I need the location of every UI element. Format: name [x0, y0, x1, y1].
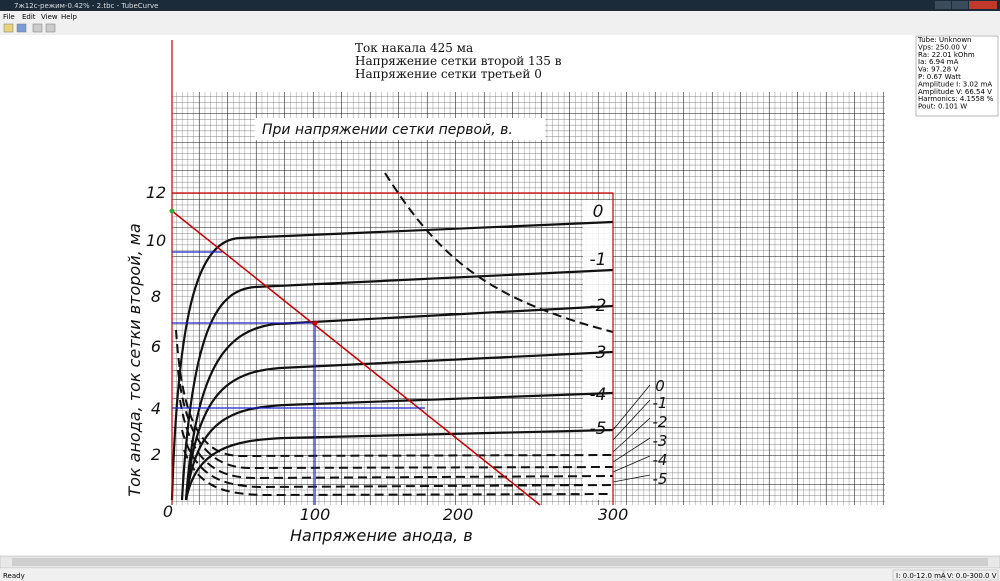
info-line: Ia: 6.94 mA — [918, 58, 959, 66]
save-button[interactable] — [16, 23, 27, 33]
load-point[interactable] — [169, 208, 175, 214]
curve-label: -3 — [590, 343, 607, 363]
menu-bar: File Edit View Help — [3, 13, 78, 21]
curve — [184, 428, 614, 501]
info-line: Amplitude I: 3.02 mA — [918, 80, 992, 88]
scanned-image — [170, 92, 885, 505]
y-tick-label: 8 — [151, 287, 161, 306]
info-line: Amplitude V: 66.54 V — [918, 88, 992, 96]
menu-item[interactable]: File — [3, 13, 15, 21]
screen-curves — [175, 172, 614, 497]
scan-text: Ток накала 425 ма Напряжение сетки второ… — [125, 41, 667, 545]
info-line: Va: 97.28 V — [918, 66, 958, 74]
grid-coarse — [172, 92, 885, 505]
info-line: Tube: Unknown — [917, 36, 971, 44]
curve — [184, 391, 614, 501]
screen-curve-label: -2 — [653, 413, 668, 431]
x-tick-label: 200 — [443, 505, 474, 524]
x-tick-label: 100 — [300, 505, 331, 524]
x-axis-label: Напряжение анода, в — [290, 526, 473, 545]
window-button[interactable] — [45, 23, 56, 33]
info-line: Ra: 22.01 kOhm — [918, 51, 975, 59]
load-line — [171, 210, 541, 506]
screen-curve-label: -4 — [653, 451, 668, 469]
y-axis-label: Ток анода, ток сетки второй, ма — [125, 223, 144, 496]
info-line: P: 0.67 Watt — [918, 73, 961, 81]
status-current-range: I: 0.0-12.0 mA — [896, 572, 946, 580]
curve — [184, 304, 614, 501]
curve-label: -2 — [590, 296, 607, 316]
open-button[interactable] — [3, 23, 14, 33]
menu-toolbar — [0, 11, 1000, 35]
status-bar — [0, 569, 1000, 581]
info-line: Harmonics: 4.1558 % — [918, 95, 994, 103]
curve-label: -4 — [590, 385, 607, 405]
minimize-button[interactable] — [935, 1, 951, 9]
title-bar — [0, 0, 1000, 11]
toolbar — [3, 23, 56, 33]
y-tick-label: 4 — [151, 399, 161, 418]
copy-button[interactable] — [32, 23, 43, 33]
status-pane — [943, 569, 999, 581]
curve-label: -1 — [590, 250, 607, 270]
y-tick-label: 12 — [146, 183, 166, 202]
y-tick-label: 6 — [151, 337, 161, 356]
screen-curve-label: -3 — [653, 432, 668, 450]
menu-item[interactable]: Help — [61, 13, 78, 21]
menu-item[interactable]: Edit — [22, 13, 36, 21]
label-leaders — [612, 384, 651, 483]
curve — [184, 350, 614, 501]
heading: Напряжение сетки третьей 0 — [355, 67, 542, 81]
curve-label: 0 — [593, 202, 604, 222]
heading: Напряжение сетки второй 135 в — [355, 54, 562, 68]
screen-curve-label: 0 — [655, 377, 665, 395]
info-line: Pout: 0.101 W — [918, 103, 967, 111]
overlay — [169, 40, 614, 506]
curve — [170, 220, 614, 501]
y-tick-label: 2 — [151, 445, 161, 464]
x-tick-label: 300 — [598, 505, 629, 524]
y-tick-label: 10 — [146, 231, 166, 250]
info-line: Vps: 250.00 V — [918, 43, 967, 51]
curve-label: -5 — [590, 419, 607, 439]
status-pane — [892, 569, 944, 581]
label-column — [583, 200, 613, 500]
operating-point[interactable] — [312, 320, 318, 326]
caption-background — [255, 118, 545, 140]
curve — [180, 268, 614, 501]
scroll-thumb[interactable] — [12, 558, 988, 566]
curves — [170, 220, 614, 501]
heading: Ток накала 425 ма — [355, 41, 473, 55]
grid-caption: При напряжении сетки первой, в. — [262, 122, 513, 138]
status-text: Ready — [3, 572, 25, 580]
screen-curve-label: -5 — [653, 470, 668, 488]
status-voltage-range: V: 0.0-300.0 V — [947, 572, 997, 580]
y-tick-label: 0 — [163, 502, 173, 521]
menu-item[interactable]: View — [41, 13, 58, 21]
screen-curve-label: -1 — [653, 394, 668, 412]
window-title: 7ж12с-режим-0.42% - 2.tbc - TubeCurve — [14, 2, 158, 10]
close-button[interactable] — [969, 1, 997, 9]
info-panel — [915, 35, 999, 117]
maximize-button[interactable] — [952, 1, 968, 9]
